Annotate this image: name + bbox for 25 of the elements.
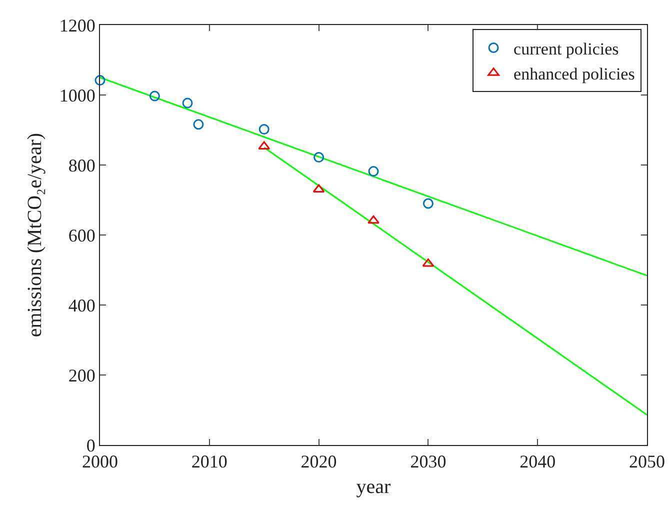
point [368, 215, 380, 224]
point [314, 152, 324, 163]
y-tick-label: 800 [68, 155, 96, 176]
legend-label: enhanced policies [514, 64, 635, 84]
point [193, 119, 204, 130]
y-tick-label: 400 [68, 295, 96, 316]
point [149, 90, 160, 102]
x-tick-label: 2040 [520, 452, 556, 472]
point [182, 98, 193, 108]
y-tick-label: 200 [68, 365, 96, 386]
x-tick-label: 2010 [191, 452, 228, 472]
point [258, 124, 270, 135]
x-tick-label: 2030 [410, 452, 446, 472]
point [422, 198, 434, 209]
point [94, 75, 106, 86]
y-tick-label: 1000 [59, 85, 96, 106]
point [368, 166, 379, 177]
y-tick-label: 600 [68, 225, 96, 246]
y-tick-label: 1200 [59, 15, 96, 36]
y-axis-title: emissions (MtCO₂e/year) [24, 132, 46, 338]
x-axis-title: year [356, 476, 392, 498]
point [422, 258, 434, 267]
x-tick-label: 2050 [629, 452, 665, 472]
legend-label: current policies [514, 39, 619, 58]
x-tick-label: 2020 [300, 452, 337, 472]
